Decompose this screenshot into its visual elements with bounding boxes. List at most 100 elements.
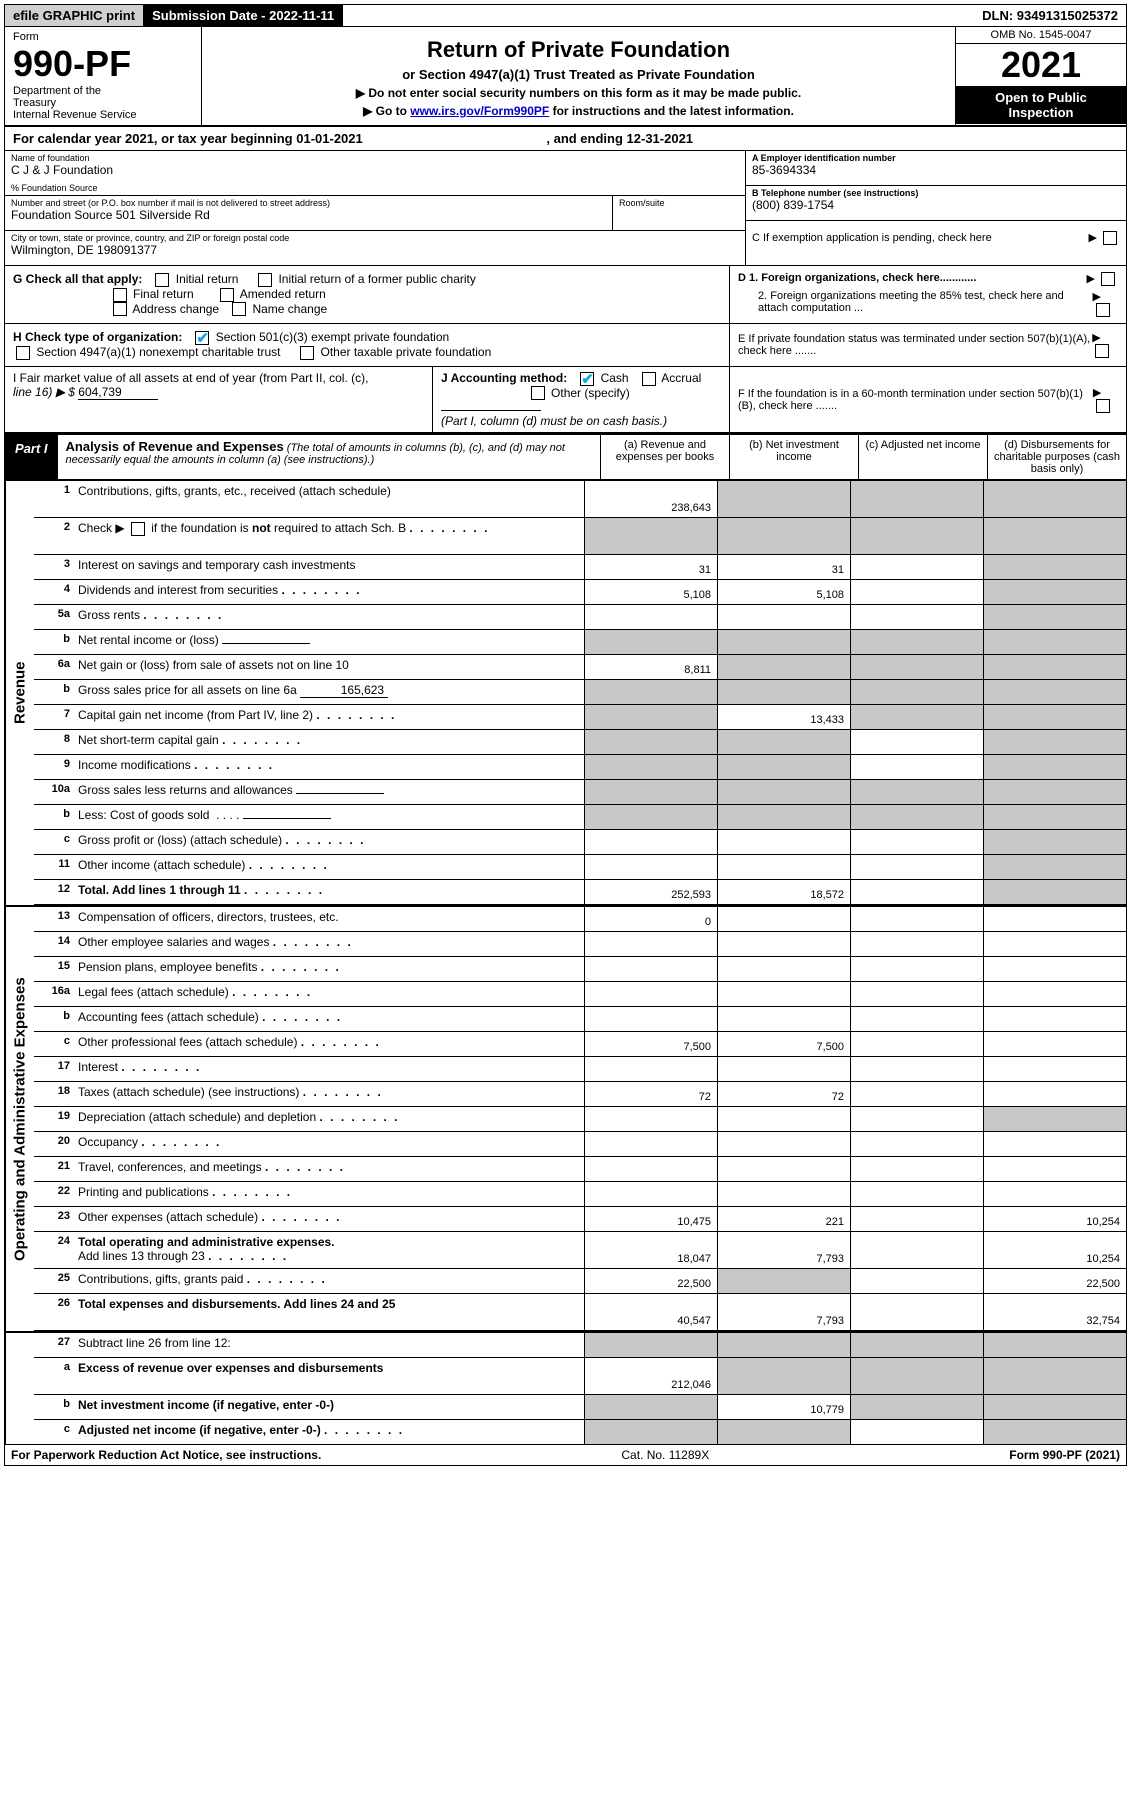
g-initial-former-label: Initial return of a former public charit…	[278, 272, 475, 286]
room-cell: Room/suite	[613, 196, 745, 231]
row-25: 25 Contributions, gifts, grants paid 22,…	[34, 1269, 1126, 1294]
j-other-label: Other (specify)	[551, 386, 630, 400]
header-left: Form 990-PF Department of the Treasury I…	[5, 27, 202, 125]
r3-c	[850, 555, 983, 579]
part-1-header: Part I Analysis of Revenue and Expenses …	[5, 433, 1126, 480]
box-c-checkbox[interactable]	[1103, 231, 1117, 245]
part-1-title: Analysis of Revenue and Expenses	[66, 439, 284, 454]
box-d1-checkbox[interactable]	[1101, 272, 1115, 286]
address-row: Number and street (or P.O. box number if…	[5, 196, 745, 231]
r4-b: 5,108	[717, 580, 850, 604]
j-cash-checkbox[interactable]	[580, 372, 594, 386]
r5a-b	[717, 605, 850, 629]
note2-pre: ▶ Go to	[363, 104, 410, 118]
box-e-checkbox[interactable]	[1095, 344, 1109, 358]
g-addr-checkbox[interactable]	[113, 302, 127, 316]
r14-d	[983, 932, 1126, 956]
r23-d: 10,254	[983, 1207, 1126, 1231]
irs-link[interactable]: www.irs.gov/Form990PF	[410, 104, 549, 118]
row-27: 27 Subtract line 26 from line 12:	[34, 1333, 1126, 1358]
r16b-a	[584, 1007, 717, 1031]
submission-date-label: Submission Date - 2022-11-11	[144, 5, 343, 26]
r22-desc: Printing and publications	[74, 1182, 584, 1206]
box-a-label: A Employer identification number	[752, 153, 1120, 163]
g-initial-label: Initial return	[176, 272, 239, 286]
r16b-desc: Accounting fees (attach schedule)	[74, 1007, 584, 1031]
box-h-label: H Check type of organization:	[13, 330, 182, 344]
open-public-badge: Open to Public Inspection	[956, 86, 1126, 124]
r6b-val: 165,623	[300, 683, 388, 698]
r5b-c	[850, 630, 983, 654]
footer-left: For Paperwork Reduction Act Notice, see …	[11, 1448, 321, 1462]
part-1-label: Part I	[5, 435, 58, 479]
r12-a: 252,593	[584, 880, 717, 904]
r7-a	[584, 705, 717, 729]
r27c-c	[850, 1420, 983, 1444]
h-other-checkbox[interactable]	[300, 346, 314, 360]
row-18: 18 Taxes (attach schedule) (see instruct…	[34, 1082, 1126, 1107]
r11-desc: Other income (attach schedule)	[74, 855, 584, 879]
r14-desc: Other employee salaries and wages	[74, 932, 584, 956]
r4-c	[850, 580, 983, 604]
box-d2-checkbox[interactable]	[1096, 303, 1110, 317]
r1-d	[983, 481, 1126, 517]
r19-desc: Depreciation (attach schedule) and deple…	[74, 1107, 584, 1131]
r10a-b	[717, 780, 850, 804]
r22-d	[983, 1182, 1126, 1206]
r16c-c	[850, 1032, 983, 1056]
r27b-num: b	[34, 1395, 74, 1419]
r27a-a: 212,046	[584, 1358, 717, 1394]
footer-mid: Cat. No. 11289X	[621, 1448, 709, 1462]
r23-c	[850, 1207, 983, 1231]
r26-desc: Total expenses and disbursements. Add li…	[74, 1294, 584, 1330]
r21-a	[584, 1157, 717, 1181]
calyear-begin: 01-01-2021	[296, 131, 363, 146]
h-501c3-checkbox[interactable]	[195, 331, 209, 345]
box-a: A Employer identification number 85-3694…	[746, 151, 1126, 186]
r21-d	[983, 1157, 1126, 1181]
r24-b: 7,793	[717, 1232, 850, 1268]
r4-d	[983, 580, 1126, 604]
g-initial-former-checkbox[interactable]	[258, 273, 272, 287]
box-f-checkbox[interactable]	[1096, 399, 1110, 413]
r5b-desc: Net rental income or (loss)	[74, 630, 584, 654]
g-amended-checkbox[interactable]	[220, 288, 234, 302]
r16c-num: c	[34, 1032, 74, 1056]
r23-desc: Other expenses (attach schedule)	[74, 1207, 584, 1231]
j-accrual-checkbox[interactable]	[642, 372, 656, 386]
r20-num: 20	[34, 1132, 74, 1156]
g-initial-checkbox[interactable]	[155, 273, 169, 287]
r11-a	[584, 855, 717, 879]
r8-b	[717, 730, 850, 754]
r5a-num: 5a	[34, 605, 74, 629]
row-20: 20 Occupancy	[34, 1132, 1126, 1157]
r2-checkbox[interactable]	[131, 522, 145, 536]
row-10c: c Gross profit or (loss) (attach schedul…	[34, 830, 1126, 855]
r15-c	[850, 957, 983, 981]
r24-d: 10,254	[983, 1232, 1126, 1268]
r26-num: 26	[34, 1294, 74, 1330]
r1-b	[717, 481, 850, 517]
box-i: I Fair market value of all assets at end…	[5, 367, 433, 433]
r18-d	[983, 1082, 1126, 1106]
r10a-a	[584, 780, 717, 804]
r9-num: 9	[34, 755, 74, 779]
r21-b	[717, 1157, 850, 1181]
row-3: 3 Interest on savings and temporary cash…	[34, 555, 1126, 580]
h-4947-checkbox[interactable]	[16, 346, 30, 360]
r27-a	[584, 1333, 717, 1357]
r1-c	[850, 481, 983, 517]
r4-a: 5,108	[584, 580, 717, 604]
row-27-body: 27 Subtract line 26 from line 12: a Exce…	[34, 1333, 1126, 1444]
r21-c	[850, 1157, 983, 1181]
r6a-d	[983, 655, 1126, 679]
g-final-checkbox[interactable]	[113, 288, 127, 302]
g-name-checkbox[interactable]	[232, 302, 246, 316]
r5b-num: b	[34, 630, 74, 654]
r21-desc: Travel, conferences, and meetings	[74, 1157, 584, 1181]
j-other-checkbox[interactable]	[531, 386, 545, 400]
r10a-line	[296, 793, 384, 794]
r16b-num: b	[34, 1007, 74, 1031]
efile-button[interactable]: efile GRAPHIC print	[5, 5, 144, 26]
r27c-num: c	[34, 1420, 74, 1444]
